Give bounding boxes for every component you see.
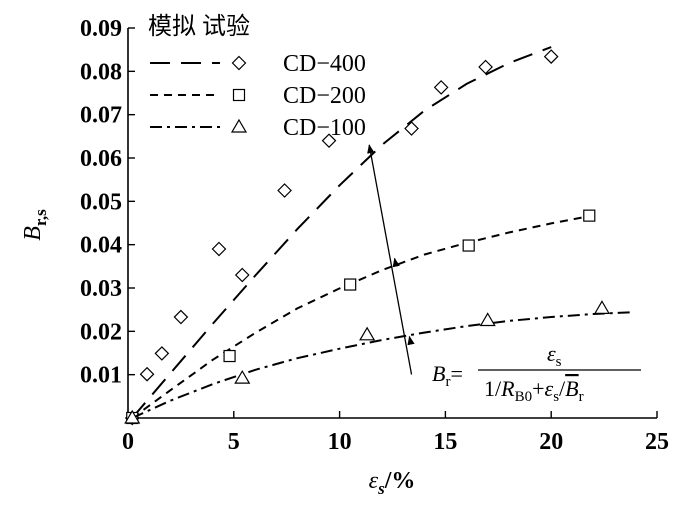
annotation-arrowhead [407, 335, 415, 346]
legend: 模拟 试验 CD−400 CD−200 CD−100 [148, 13, 366, 141]
data-point [234, 267, 250, 283]
formula-lhs: Br= [432, 361, 463, 390]
x-tick-label: 20 [539, 429, 563, 455]
annotation-arrow [367, 144, 413, 375]
y-tick-label: 0.03 [80, 276, 122, 302]
x-tick-label: 25 [645, 429, 669, 455]
legend-marker [231, 55, 247, 71]
x-tick-label: 15 [433, 429, 457, 455]
formula-denominator: 1/RB0+εs/Br [484, 376, 584, 405]
legend-header: 模拟 试验 [148, 13, 250, 40]
legend-marker [232, 88, 246, 102]
y-tick-label: 0.08 [80, 59, 122, 85]
series-diamond [124, 46, 559, 426]
data-point [124, 409, 141, 424]
data-point [479, 312, 496, 327]
fit-curve [131, 46, 552, 419]
data-point [223, 349, 236, 363]
y-tick-label: 0.04 [80, 233, 122, 259]
y-tick-label: 0.02 [80, 319, 122, 345]
data-point [277, 183, 292, 198]
data-point [234, 369, 251, 384]
series-triangle [124, 300, 632, 424]
data-point [154, 346, 170, 361]
legend-label: CD−200 [283, 83, 366, 109]
formula-numerator: εs [547, 341, 562, 370]
data-point [593, 300, 611, 314]
data-point [433, 80, 449, 95]
annotation-arrowhead [392, 257, 400, 268]
fit-curve [131, 311, 632, 419]
y-tick-label: 0.01 [80, 363, 122, 389]
y-tick-label: 0.06 [80, 146, 122, 172]
axes: 0 5 10 15 20 25 0.01 0.02 0.03 0.04 0.05 0.06 0.07 0.… [20, 16, 669, 498]
data-point [404, 121, 419, 136]
x-tick-label: 10 [328, 429, 352, 455]
annotation-formula: Br= εs 1/RB0+εs/Br [367, 144, 641, 405]
data-point [359, 326, 376, 341]
data-point [344, 278, 357, 291]
data-point [139, 366, 155, 382]
x-axis-title: εs/% [369, 468, 416, 498]
y-tick-label: 0.07 [80, 103, 122, 129]
legend-label: CD−100 [283, 115, 366, 141]
data-point [211, 241, 227, 257]
legend-marker [230, 118, 248, 133]
y-axis-title: Br,s [20, 209, 50, 241]
y-tick-label: 0.09 [80, 16, 122, 42]
data-point [478, 59, 493, 75]
data-point [462, 239, 475, 252]
data-point [583, 209, 596, 222]
legend-label: CD−400 [283, 51, 366, 77]
data-point [321, 133, 337, 149]
fit-curve [131, 216, 584, 419]
x-tick-label: 0 [122, 429, 134, 455]
data-point [543, 49, 559, 64]
data-point [173, 309, 189, 325]
y-tick-label: 0.05 [80, 189, 122, 215]
x-tick-label: 5 [228, 429, 240, 455]
